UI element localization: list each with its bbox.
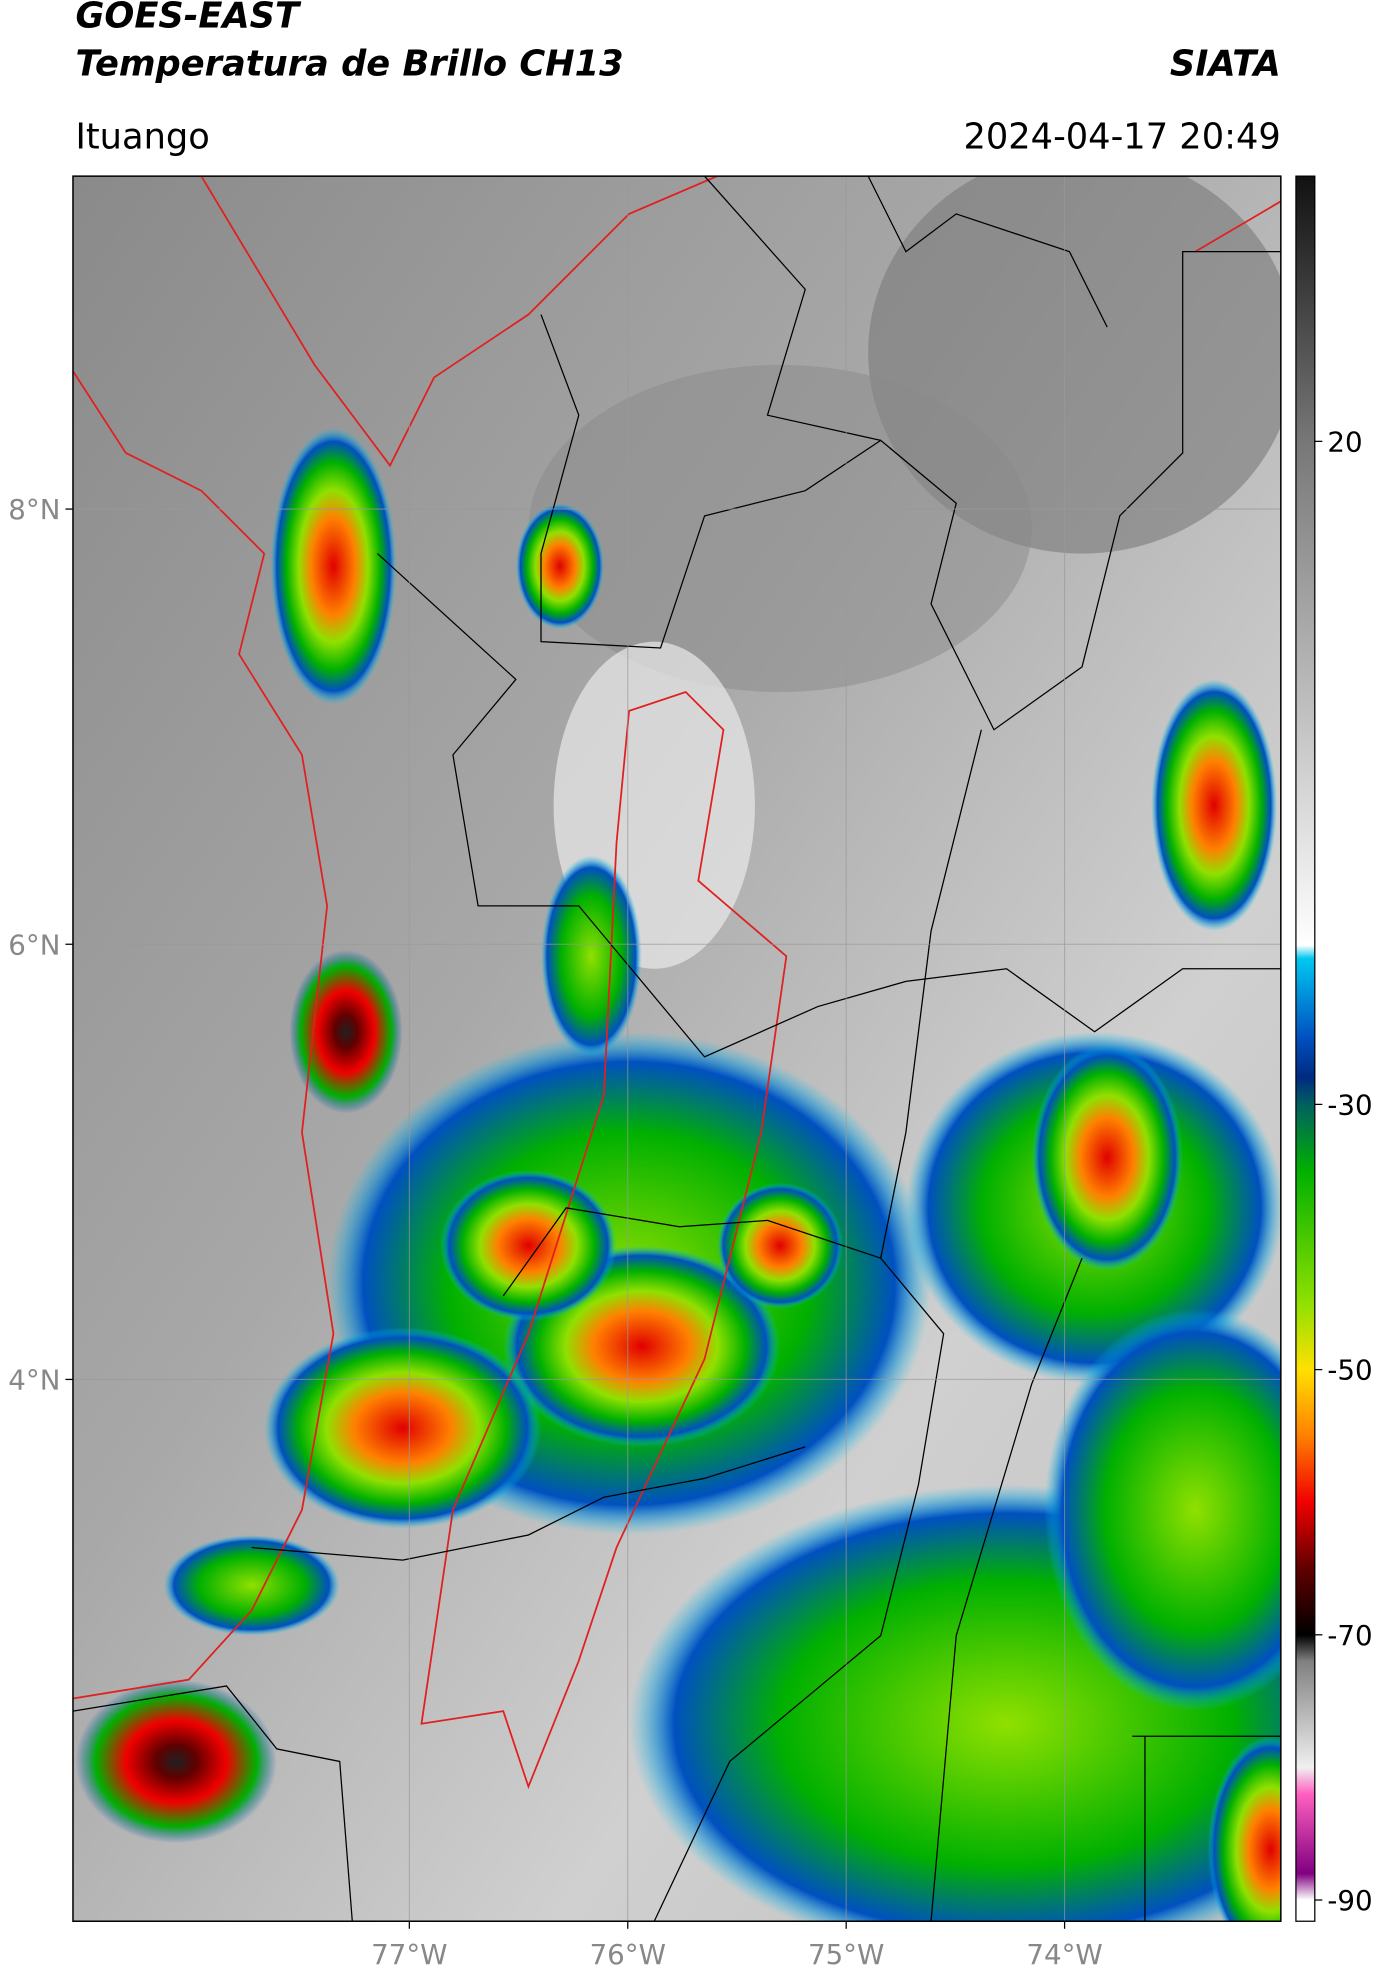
colorbar-frame: [1295, 175, 1316, 1922]
admin-boundary: [502, 729, 1083, 1922]
map-frame: [72, 175, 1282, 1922]
lat-tick-label: 6°N: [8, 928, 60, 961]
coastline: [72, 370, 335, 1700]
cloud: [163, 1534, 340, 1636]
cloud: [75, 1679, 277, 1844]
colorbar-gradient: [1295, 176, 1315, 1922]
location: Ituango: [75, 116, 209, 157]
lon-tick-label: 77°W: [371, 1938, 447, 1971]
colorbar-tick-label: 20: [1327, 425, 1362, 458]
lon-tick-label: 75°W: [808, 1938, 884, 1971]
warm-area: [528, 364, 1032, 692]
colorbar-tick-label: -70: [1327, 1619, 1372, 1652]
graticule: [65, 176, 1281, 1929]
cloud: [440, 1170, 617, 1322]
cloud: [1044, 1308, 1281, 1712]
region-boundary: [420, 690, 788, 1790]
datetime: 2024-04-17 20:49: [963, 116, 1280, 157]
colorbar-tick-label: -30: [1327, 1088, 1372, 1121]
coastline: [200, 176, 718, 468]
colorbar: 20 -30 -50 -70 -90: [1295, 176, 1373, 1922]
coastline: [1194, 200, 1281, 253]
cloud: [1031, 1044, 1183, 1271]
subtitle: Temperatura de Brillo CH13: [75, 43, 623, 84]
admin-boundary: [72, 1446, 1281, 1922]
cloud: [515, 503, 604, 630]
brand: SIATA: [1170, 43, 1281, 84]
cloud: [541, 855, 642, 1057]
lon-tick-label: 76°W: [590, 1938, 666, 1971]
lat-tick-label: 4°N: [8, 1363, 60, 1396]
lon-tick-label: 74°W: [1026, 1938, 1102, 1971]
title: GOES-EAST: [75, 0, 302, 37]
cloud: [1207, 1736, 1281, 1922]
cloud: [1151, 679, 1278, 932]
admin-boundary: [540, 251, 1281, 731]
admin-boundary: [704, 176, 1108, 441]
colorbar-tick-label: -50: [1327, 1354, 1372, 1387]
colorbar-tick-label: -90: [1327, 1884, 1372, 1917]
cloud: [264, 1327, 542, 1529]
cloud: [717, 1182, 843, 1309]
lat-tick-label: 8°N: [8, 493, 60, 526]
cloud: [270, 427, 397, 705]
map-imagery: [72, 176, 1281, 1922]
admin-boundary: [377, 553, 1281, 1058]
